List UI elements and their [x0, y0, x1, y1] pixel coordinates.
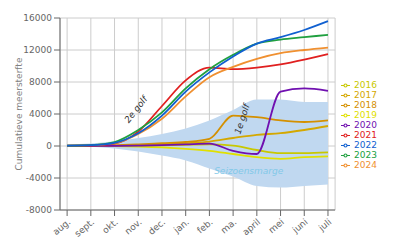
svg-text:april: april	[241, 217, 263, 237]
svg-text:-8000: -8000	[26, 205, 52, 215]
html-text:2018: 2018	[354, 100, 377, 110]
html-text:2017: 2017	[354, 90, 377, 100]
html-text:2022: 2022	[354, 140, 377, 150]
svg-text:2e golf: 2e golf	[122, 93, 150, 125]
html-text:2016: 2016	[354, 80, 377, 90]
svg-text:1e golf: 1e golf	[233, 101, 253, 135]
svg-text:ma.: ma.	[219, 217, 239, 236]
html-text:2021: 2021	[354, 130, 377, 140]
svg-text:12000: 12000	[23, 45, 52, 55]
svg-text:4000: 4000	[29, 109, 52, 119]
svg-text:juni: juni	[290, 217, 310, 236]
html-text:2023: 2023	[354, 150, 377, 160]
svg-text:dec.: dec.	[146, 217, 167, 237]
svg-text:nov.: nov.	[123, 217, 144, 237]
svg-text:-4000: -4000	[26, 173, 52, 183]
svg-text:8000: 8000	[29, 77, 52, 87]
svg-text:16000: 16000	[23, 13, 52, 23]
svg-text:juli: juli	[316, 217, 333, 234]
svg-text:0: 0	[46, 141, 52, 151]
svg-text:Cumulatieve meersterfte: Cumulatieve meersterfte	[14, 57, 24, 170]
svg-text:jan.: jan.	[171, 217, 191, 236]
html-text:2020: 2020	[354, 120, 377, 130]
svg-text:aug.: aug.	[51, 217, 73, 237]
svg-text:mei: mei	[267, 217, 286, 235]
svg-text:sept.: sept.	[73, 217, 97, 239]
svg-text:okt.: okt.	[100, 217, 120, 236]
html-text:2024: 2024	[354, 160, 377, 170]
html-text:2019: 2019	[354, 110, 377, 120]
svg-text:Seizoensmarge: Seizoensmarge	[214, 166, 284, 176]
svg-text:feb.: feb.	[195, 217, 215, 236]
